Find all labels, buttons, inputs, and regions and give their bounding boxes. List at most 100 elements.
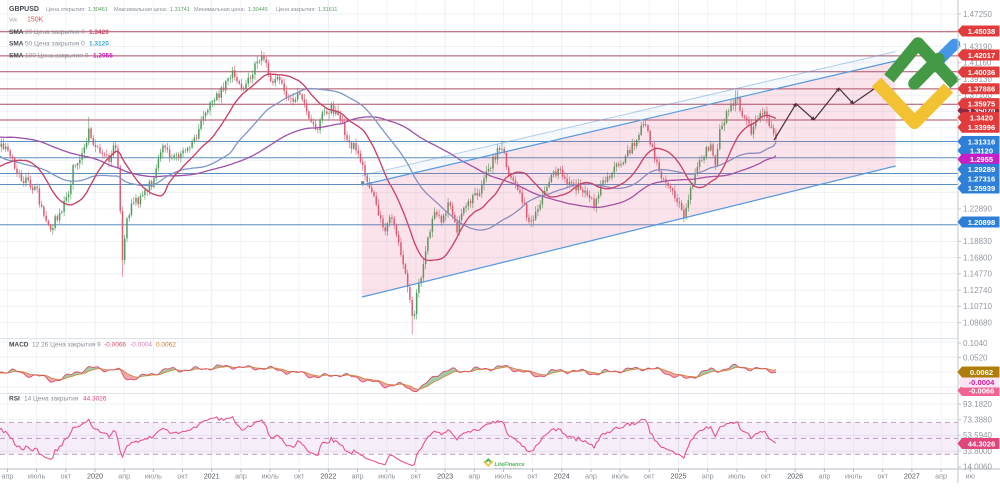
svg-text:2021: 2021 <box>204 472 220 481</box>
svg-text:апр: апр <box>235 472 247 481</box>
svg-text:1.27316: 1.27316 <box>968 175 995 184</box>
svg-text:50 Цена закрытия 0: 50 Цена закрытия 0 <box>25 41 85 48</box>
svg-text:12 26 Цена закрытия 9: 12 26 Цена закрытия 9 <box>32 342 101 349</box>
svg-text:1.3420: 1.3420 <box>89 29 109 36</box>
svg-text:1.2955: 1.2955 <box>970 155 994 164</box>
svg-text:апр: апр <box>352 472 364 481</box>
svg-text:-0.0066: -0.0066 <box>104 342 126 349</box>
svg-text:0.0062: 0.0062 <box>156 342 176 349</box>
svg-text:Vol.: Vol. <box>9 18 19 24</box>
svg-text:1.35070: 1.35070 <box>968 106 995 115</box>
svg-text:0.0062: 0.0062 <box>970 368 993 377</box>
svg-text:MACD: MACD <box>9 342 29 349</box>
svg-text:53.5940: 53.5940 <box>963 431 992 440</box>
svg-text:2020: 2020 <box>87 472 103 481</box>
svg-text:SMA: SMA <box>9 41 24 48</box>
svg-text:1.14770: 1.14770 <box>963 270 992 279</box>
svg-text:окт: окт <box>761 472 772 481</box>
svg-text:июль: июль <box>378 472 395 481</box>
svg-text:1.3120: 1.3120 <box>970 146 993 155</box>
svg-text:1.08680: 1.08680 <box>963 318 992 327</box>
svg-text:июль: июль <box>612 472 629 481</box>
svg-text:1.18830: 1.18830 <box>963 237 992 246</box>
svg-text:апр: апр <box>2 472 14 481</box>
svg-text:33.8000: 33.8000 <box>963 447 992 456</box>
svg-text:апр: апр <box>935 472 947 481</box>
svg-text:июль: июль <box>145 472 162 481</box>
svg-text:июль: июль <box>845 472 862 481</box>
svg-text:Минимальная цена:: Минимальная цена: <box>194 7 246 13</box>
svg-text:окт: окт <box>61 472 72 481</box>
svg-text:окт: окт <box>177 472 188 481</box>
svg-text:1.29289: 1.29289 <box>968 165 995 174</box>
svg-text:1.35975: 1.35975 <box>968 100 996 109</box>
svg-text:1.33996: 1.33996 <box>968 123 995 132</box>
svg-text:1.22890: 1.22890 <box>963 205 992 214</box>
svg-text:1.42017: 1.42017 <box>968 51 995 60</box>
svg-text:-0.0066: -0.0066 <box>969 386 995 395</box>
svg-text:июль: июль <box>495 472 512 481</box>
svg-text:июль: июль <box>728 472 745 481</box>
svg-text:150K: 150K <box>27 17 44 24</box>
svg-text:1.16800: 1.16800 <box>963 253 992 262</box>
svg-text:2024: 2024 <box>554 472 570 481</box>
svg-text:1.45038: 1.45038 <box>968 27 995 36</box>
svg-text:ию: ию <box>965 472 975 481</box>
svg-text:-0.0004: -0.0004 <box>969 378 996 387</box>
svg-text:1.31316: 1.31316 <box>968 137 995 146</box>
svg-text:окт: окт <box>644 472 655 481</box>
svg-text:0.1040: 0.1040 <box>963 339 988 348</box>
svg-text:1.31611: 1.31611 <box>318 7 337 13</box>
svg-text:июль: июль <box>262 472 279 481</box>
svg-text:Цена закрытия:: Цена закрытия: <box>276 7 316 13</box>
svg-text:1.3120: 1.3120 <box>89 41 109 48</box>
svg-text:2027: 2027 <box>904 472 920 481</box>
svg-text:1.30445: 1.30445 <box>248 7 268 13</box>
svg-text:апр: апр <box>818 472 830 481</box>
svg-text:1.2955: 1.2955 <box>93 53 113 60</box>
svg-text:1.43190: 1.43190 <box>963 42 992 51</box>
svg-text:июль: июль <box>28 472 45 481</box>
svg-text:100 Цена закрытия 0: 100 Цена закрытия 0 <box>25 53 89 60</box>
svg-text:1.30461: 1.30461 <box>88 7 108 13</box>
svg-text:1.41160: 1.41160 <box>963 59 992 68</box>
svg-text:апр: апр <box>585 472 597 481</box>
svg-text:44.3026: 44.3026 <box>968 439 995 448</box>
svg-text:1.3420: 1.3420 <box>970 114 993 123</box>
svg-text:2023: 2023 <box>437 472 453 481</box>
svg-text:44.3026: 44.3026 <box>83 396 107 403</box>
svg-text:0.0520: 0.0520 <box>963 353 988 362</box>
svg-text:SMA: SMA <box>9 53 24 60</box>
svg-text:1.47250: 1.47250 <box>963 10 992 19</box>
svg-text:апр: апр <box>118 472 130 481</box>
svg-text:73.3880: 73.3880 <box>963 416 992 425</box>
svg-text:20 Цена закрытия 0: 20 Цена закрытия 0 <box>25 29 85 36</box>
svg-text:Максимальная цена:: Максимальная цена: <box>114 7 168 13</box>
svg-text:1.25939: 1.25939 <box>968 184 995 193</box>
svg-text:1.40036: 1.40036 <box>968 68 995 77</box>
svg-text:1.31741: 1.31741 <box>170 7 190 13</box>
svg-text:GBPUSD: GBPUSD <box>9 6 39 13</box>
svg-text:RSI: RSI <box>9 396 20 403</box>
svg-text:окт: окт <box>411 472 422 481</box>
svg-text:14.0060: 14.0060 <box>963 463 992 472</box>
svg-text:апр: апр <box>468 472 480 481</box>
svg-text:2022: 2022 <box>320 472 336 481</box>
svg-text:93.1820: 93.1820 <box>963 400 992 409</box>
svg-text:окт: окт <box>877 472 888 481</box>
svg-text:1.12740: 1.12740 <box>963 286 992 295</box>
svg-text:1.39130: 1.39130 <box>963 75 992 84</box>
svg-text:LiteFinance: LiteFinance <box>495 462 525 468</box>
svg-text:окт: окт <box>527 472 538 481</box>
svg-text:2025: 2025 <box>671 472 687 481</box>
svg-text:1.10710: 1.10710 <box>963 302 992 311</box>
svg-text:окт: окт <box>294 472 305 481</box>
svg-text:1.20898: 1.20898 <box>968 218 995 227</box>
svg-text:2026: 2026 <box>787 472 803 481</box>
svg-text:SMA: SMA <box>9 29 24 36</box>
svg-text:апр: апр <box>702 472 714 481</box>
svg-text:1.37100: 1.37100 <box>963 91 992 100</box>
svg-text:1.37886: 1.37886 <box>968 85 995 94</box>
svg-text:14 Цена закрытия: 14 Цена закрытия <box>24 396 79 403</box>
svg-text:-0.0004: -0.0004 <box>130 342 152 349</box>
